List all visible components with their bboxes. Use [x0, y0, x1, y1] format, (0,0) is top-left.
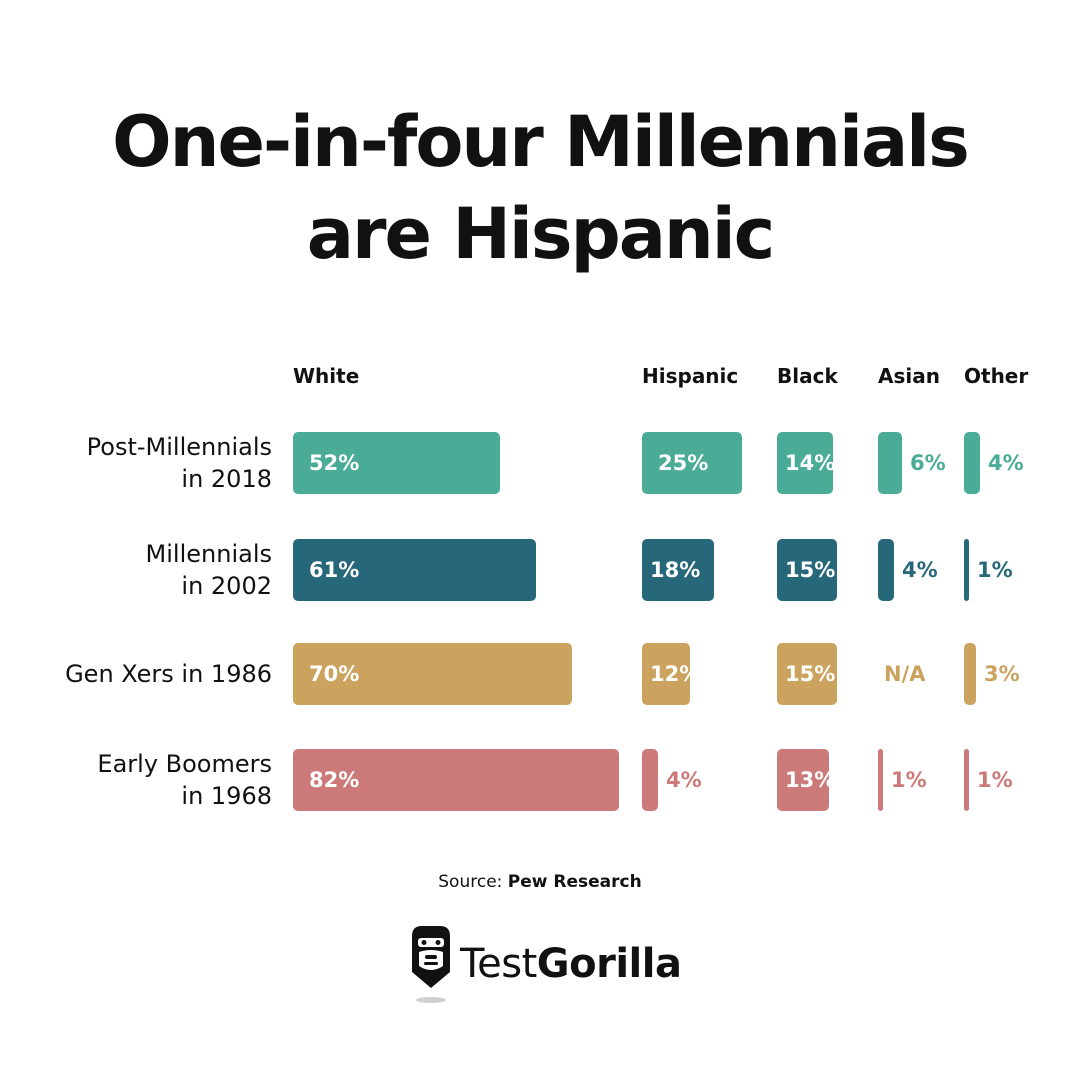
brand-logo: TestGorilla: [408, 922, 682, 1006]
source-name: Pew Research: [507, 872, 642, 892]
row-label-line: in 1968: [181, 782, 272, 810]
source-note: Source: Pew Research: [0, 872, 1080, 892]
data-label: 1%: [977, 558, 1013, 582]
row-label: Gen Xers in 1986: [32, 658, 272, 690]
chart-title-line2: are Hispanic: [306, 193, 776, 275]
data-label: 1%: [977, 768, 1013, 792]
data-label: 70%: [309, 662, 360, 686]
bar: [878, 432, 902, 494]
bar: [642, 643, 690, 705]
bar: [964, 749, 969, 811]
data-label: 25%: [658, 451, 709, 475]
brand-wordmark: TestGorilla: [460, 938, 682, 990]
gorilla-icon: [412, 926, 450, 1003]
data-label: 4%: [666, 768, 702, 792]
column-header-black: Black: [777, 364, 838, 388]
data-label: 15%: [785, 662, 836, 686]
chart-title: One-in-four Millennials are Hispanic: [0, 96, 1080, 280]
column-header-white: White: [293, 364, 360, 388]
data-label: 6%: [910, 451, 946, 475]
row-label-line: in 2018: [181, 465, 272, 493]
bar: [878, 539, 894, 601]
bar: [293, 539, 536, 601]
row-label-line: in 2002: [181, 572, 272, 600]
bar: [777, 643, 837, 705]
bar: [293, 749, 619, 811]
row-label: Millennials in 2002: [32, 538, 272, 602]
brand-text-bold: Gorilla: [536, 941, 682, 987]
bar: [777, 749, 829, 811]
data-label: 61%: [309, 558, 360, 582]
column-header-hispanic: Hispanic: [642, 364, 739, 388]
bar: [642, 749, 658, 811]
row-label: Early Boomers in 1968: [32, 748, 272, 812]
bar: [642, 432, 742, 494]
bar: [878, 749, 883, 811]
column-header-asian: Asian: [878, 364, 940, 388]
bar: [777, 432, 833, 494]
data-label: 18%: [650, 558, 701, 582]
row-label: Post-Millennials in 2018: [32, 431, 272, 495]
row-label-line: Early Boomers: [97, 750, 272, 778]
data-label: 13%: [785, 768, 836, 792]
data-label: 14%: [785, 451, 836, 475]
data-label: 3%: [984, 662, 1020, 686]
data-label: 12%: [650, 662, 701, 686]
bar: [964, 643, 976, 705]
data-label: 15%: [785, 558, 836, 582]
row-label-line: Millennials: [145, 540, 272, 568]
column-header-other: Other: [964, 364, 1029, 388]
bar: [293, 432, 500, 494]
data-label: N/A: [884, 662, 926, 686]
data-label: 4%: [988, 451, 1024, 475]
source-prefix: Source:: [438, 872, 503, 892]
bar: [964, 539, 969, 601]
brand-text-light: Test: [460, 941, 537, 987]
chart-title-line1: One-in-four Millennials: [112, 101, 970, 183]
row-label-line: Gen Xers in 1986: [65, 660, 272, 688]
bar: [642, 539, 714, 601]
data-label: 52%: [309, 451, 360, 475]
data-label: 82%: [309, 768, 360, 792]
bar: [964, 432, 980, 494]
data-label: 4%: [902, 558, 938, 582]
bar: [293, 643, 572, 705]
data-label: 1%: [891, 768, 927, 792]
bar-chart: White Hispanic Black Asian Other Post-Millenn…: [0, 340, 1080, 840]
row-label-line: Post-Millennials: [86, 433, 272, 461]
bar: [777, 539, 837, 601]
